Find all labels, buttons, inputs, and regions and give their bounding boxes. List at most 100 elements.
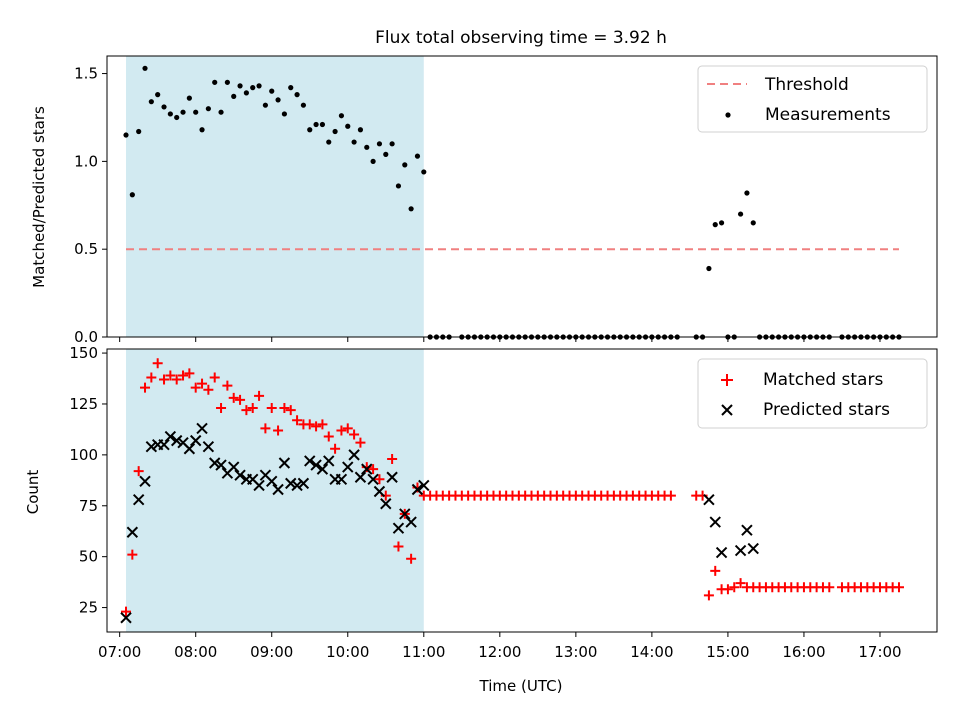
- measurement-point: [414, 153, 421, 159]
- predicted-star-point: [196, 422, 208, 435]
- matched-star-point: [311, 421, 322, 432]
- predicted-star-point: [310, 459, 322, 471]
- matched-star-point: [159, 374, 170, 385]
- measurement-point: [148, 99, 154, 105]
- matched-star-point: [146, 372, 157, 383]
- matched-star-point: [121, 606, 132, 617]
- observing-span: [126, 349, 424, 632]
- matched-star-point: [336, 425, 347, 436]
- matched-star-point: [355, 437, 366, 448]
- predicted-star-point: [132, 493, 145, 506]
- x-tick-label: 14:00: [630, 643, 673, 661]
- measurement-point: [408, 206, 414, 212]
- bottom-shaded-span: [126, 349, 424, 632]
- matched-star-point: [178, 370, 189, 381]
- x-tick-label: 10:00: [326, 643, 369, 661]
- predicted-star-point: [342, 461, 354, 473]
- measurement-point: [351, 139, 357, 145]
- matched-star-point: [127, 549, 138, 560]
- x-tick-label: 09:00: [250, 643, 293, 661]
- top-legend-box: [697, 65, 928, 133]
- top-legend: Threshold Measurements: [697, 65, 928, 133]
- top-panel: 0.0 0.5 1.0 1.5 Matched/Predicted stars Thr…: [30, 55, 938, 346]
- predicted-star-point: [183, 443, 196, 455]
- measurement-point: [231, 93, 237, 99]
- matched-star-point: [171, 374, 182, 385]
- measurement-point: [199, 127, 205, 133]
- bottom-legend-box: [697, 358, 928, 429]
- predicted-star-point: [747, 542, 759, 555]
- predicted-star-point: [703, 493, 715, 506]
- top-y-axis-label: Matched/Predicted stars: [30, 106, 48, 288]
- measurement-point: [332, 128, 338, 135]
- predicted-star-point: [405, 516, 417, 528]
- measurement-point: [294, 92, 300, 98]
- measurement-point: [142, 65, 148, 71]
- predicted-star-point: [209, 457, 221, 469]
- chart-title: Flux total observing time = 3.92 h: [375, 28, 667, 48]
- measurement-point: [338, 113, 345, 119]
- measurement-point: [706, 265, 712, 272]
- measurement-point: [421, 169, 427, 175]
- measurement-point: [712, 222, 718, 228]
- predicted-star-point: [297, 477, 310, 490]
- x-tick-label: 12:00: [478, 643, 521, 661]
- measurement-point: [395, 183, 402, 189]
- measurement-point: [269, 88, 275, 94]
- matched-star-point: [330, 443, 341, 454]
- matched-star-point: [292, 415, 303, 426]
- predicted-star-point: [361, 463, 373, 475]
- predicted-star-point: [392, 522, 405, 534]
- matched-star-point: [703, 590, 714, 601]
- measurement-point: [161, 104, 167, 110]
- bottom-y-tick-label: 100: [69, 446, 98, 464]
- matched-star-point: [241, 405, 252, 416]
- measurement-point: [167, 111, 173, 117]
- matched-star-point: [406, 553, 417, 564]
- matched-star-point: [893, 582, 904, 593]
- predicted-star-point: [285, 477, 297, 490]
- measurement-point: [212, 79, 218, 85]
- measurement-point: [370, 158, 376, 164]
- bottom-y-tick-label: 150: [69, 344, 98, 362]
- measurement-point: [313, 121, 319, 128]
- matched-star-point: [729, 582, 740, 593]
- top-panel-frame: [106, 55, 938, 338]
- predicted-star-point: [158, 438, 170, 451]
- measurement-point: [256, 83, 262, 89]
- measurement-point: [750, 220, 756, 226]
- measurement-point: [357, 127, 364, 133]
- matched-star-point: [349, 429, 360, 440]
- measurement-point: [744, 190, 750, 196]
- measurement-point: [205, 106, 211, 112]
- matched-star-point: [222, 380, 233, 391]
- matched-star-point: [260, 423, 271, 434]
- matched-star-point: [235, 394, 246, 405]
- measurement-point: [300, 102, 307, 108]
- predicted-star-point: [386, 471, 398, 483]
- matched-star-point: [368, 464, 379, 475]
- bottom-y-tick-label: 125: [69, 395, 98, 413]
- matched-star-point: [304, 419, 315, 430]
- measurement-point: [389, 141, 395, 147]
- matched-star-point: [279, 403, 290, 414]
- matched-star-point: [190, 382, 201, 393]
- x-tick-label: 08:00: [174, 643, 217, 661]
- matched-star-point: [152, 358, 163, 369]
- measurement-point: [129, 192, 135, 198]
- predicted-stars-series: [120, 422, 759, 624]
- top-y-tick-label: 0.0: [74, 328, 98, 346]
- legend-measurements-marker: [725, 112, 731, 118]
- measurement-point: [193, 109, 199, 115]
- predicted-star-point: [215, 459, 227, 471]
- measurement-point: [383, 151, 389, 157]
- matched-star-point: [266, 403, 277, 414]
- measurement-point: [262, 102, 268, 108]
- x-tick-label: 07:00: [98, 643, 141, 661]
- matched-stars-series: [121, 358, 904, 617]
- observing-span: [126, 56, 424, 337]
- measurement-point: [281, 111, 288, 117]
- matched-star-point: [824, 582, 835, 593]
- predicted-star-point: [709, 516, 721, 528]
- matched-star-point: [387, 453, 398, 464]
